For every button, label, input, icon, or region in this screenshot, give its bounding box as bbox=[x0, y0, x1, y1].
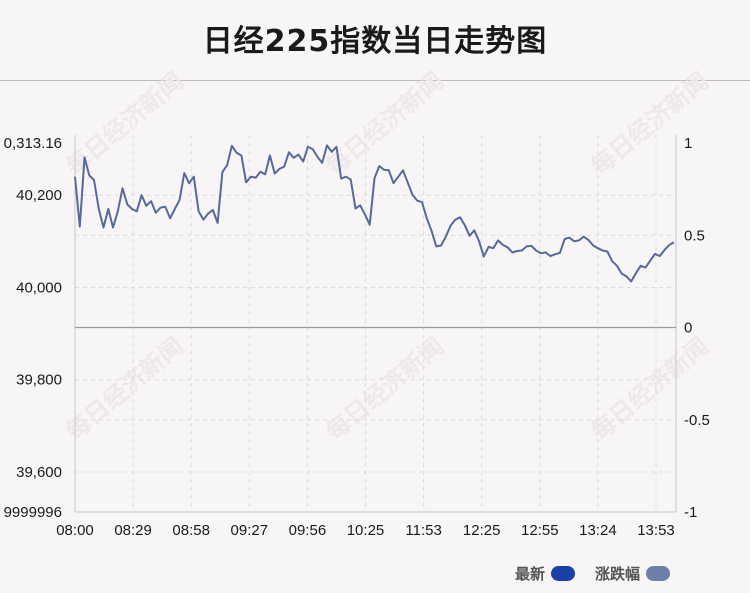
left-tick-label: 9999996 bbox=[4, 504, 62, 521]
legend-swatch-change bbox=[646, 566, 670, 581]
series-line bbox=[74, 144, 675, 283]
right-tick-label: 1 bbox=[684, 135, 692, 152]
legend: 最新 涨跌幅 bbox=[515, 563, 684, 584]
watermark-text: 每日经济新闻 bbox=[61, 332, 189, 446]
x-tick-label: 09:56 bbox=[289, 522, 327, 539]
right-tick-label: 0 bbox=[684, 320, 692, 337]
x-tick-label: 11:53 bbox=[405, 522, 441, 539]
left-tick-label: 0,313.16 bbox=[4, 135, 62, 152]
x-tick-label: 13:53 bbox=[637, 522, 675, 539]
legend-item-latest-label: 最新 bbox=[514, 565, 545, 583]
grid-layer bbox=[75, 135, 676, 512]
right-tick-label: 0.5 bbox=[684, 227, 705, 244]
legend-item-change-label: 涨跌幅 bbox=[594, 565, 640, 583]
x-tick-label: 09:27 bbox=[231, 522, 269, 539]
left-tick-label: 39,800 bbox=[16, 372, 62, 389]
x-tick-label: 08:29 bbox=[114, 522, 152, 539]
watermark-text: 每日经济新闻 bbox=[586, 332, 714, 446]
x-tick-label: 12:55 bbox=[521, 522, 559, 539]
x-tick-label: 08:58 bbox=[172, 522, 210, 539]
watermark-text: 每日经济新闻 bbox=[61, 67, 189, 181]
left-tick-label: 39,600 bbox=[16, 464, 62, 481]
watermark-text: 每日经济新闻 bbox=[586, 67, 714, 181]
x-tick-label: 10:25 bbox=[347, 522, 385, 539]
right-tick-label: -1 bbox=[684, 504, 697, 521]
watermark-text: 每日经济新闻 bbox=[321, 332, 449, 446]
x-tick-label: 08:00 bbox=[56, 522, 94, 539]
right-tick-label: -0.5 bbox=[684, 412, 710, 429]
title-divider bbox=[0, 80, 750, 81]
legend-swatch-latest bbox=[550, 566, 575, 581]
series-layer bbox=[74, 144, 675, 283]
axes-layer bbox=[74, 135, 677, 513]
chart-title: 日经225指数当日走势图 bbox=[202, 24, 548, 59]
left-tick-label: 40,200 bbox=[16, 187, 62, 204]
x-tick-label: 13:24 bbox=[579, 522, 617, 539]
x-tick-label: 12:25 bbox=[463, 522, 501, 539]
left-tick-label: 40,000 bbox=[16, 279, 62, 296]
tick-label-layer: 0,313.16 40,200 40,000 39,800 39,600 9999996 1… bbox=[4, 135, 710, 539]
